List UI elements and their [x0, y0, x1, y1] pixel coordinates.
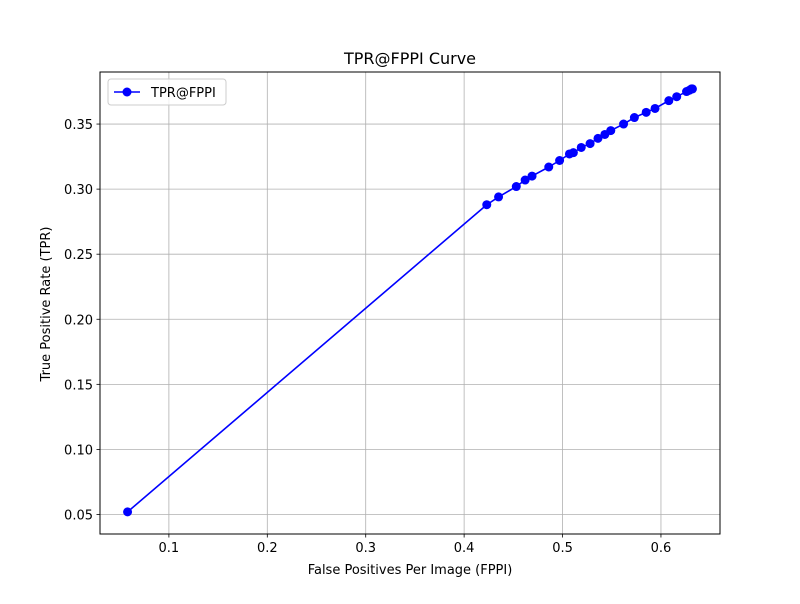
data-point — [672, 92, 682, 102]
y-tick-label: 0.05 — [64, 508, 93, 523]
data-point — [650, 103, 660, 113]
data-point — [619, 119, 629, 129]
data-point — [664, 96, 674, 106]
y-tick-label: 0.15 — [64, 378, 93, 393]
x-tick-label: 0.5 — [552, 541, 573, 556]
data-point — [568, 148, 578, 158]
x-tick-label: 0.4 — [454, 541, 475, 556]
data-point — [585, 139, 595, 149]
x-tick-label: 0.1 — [159, 541, 180, 556]
y-tick-label: 0.25 — [64, 248, 93, 263]
series-layer — [123, 84, 697, 517]
chart-title: TPR@FPPI Curve — [343, 49, 476, 68]
data-point — [123, 507, 133, 517]
x-tick-label: 0.2 — [257, 541, 278, 556]
tick-layer: 0.1 0.2 0.3 0.4 0.5 0.6 0.05 0.10 0.15 0.20 0.25 0.… — [64, 118, 671, 556]
x-axis-label: False Positives Per Image (FPPI) — [308, 563, 513, 578]
y-tick-label: 0.35 — [64, 118, 93, 133]
plot-frame — [99, 71, 721, 535]
y-tick-label: 0.20 — [64, 313, 93, 328]
data-point — [482, 200, 492, 210]
grid-layer — [100, 72, 720, 534]
legend-box — [107, 78, 227, 106]
y-axis-label: True Positive Rate (TPR) — [39, 227, 54, 383]
data-point — [494, 192, 504, 202]
x-tick-label: 0.3 — [355, 541, 376, 556]
data-point — [555, 155, 565, 165]
legend: TPR@FPPI — [107, 78, 227, 106]
data-point — [520, 175, 530, 185]
legend-marker-swatch — [122, 87, 132, 97]
data-point — [629, 113, 639, 123]
data-point — [641, 107, 651, 117]
legend-label: TPR@FPPI — [150, 86, 216, 101]
data-point — [511, 182, 521, 192]
data-point — [593, 133, 603, 143]
y-tick-label: 0.10 — [64, 443, 93, 458]
x-tick-label: 0.6 — [651, 541, 672, 556]
data-point — [544, 162, 554, 172]
data-point — [606, 126, 616, 136]
data-point — [576, 142, 586, 152]
y-tick-label: 0.30 — [64, 183, 93, 198]
data-point — [527, 171, 537, 181]
data-point — [687, 84, 697, 94]
